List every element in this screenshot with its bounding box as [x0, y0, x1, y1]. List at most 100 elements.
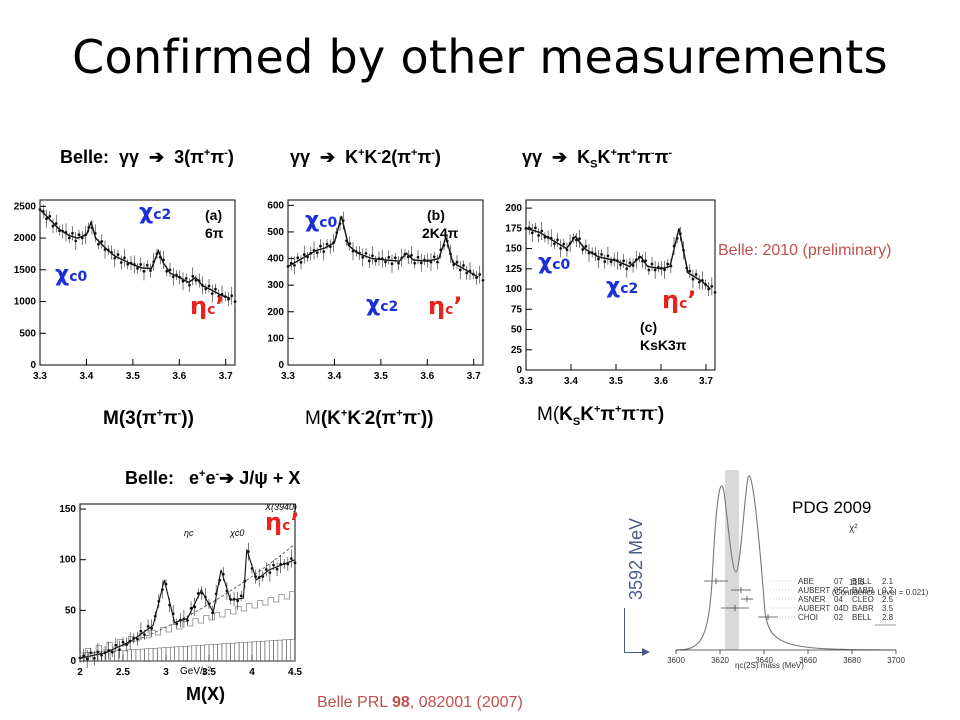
data-point — [609, 260, 613, 264]
pdg-cell: BELL — [852, 577, 872, 586]
header-panel-c: γγ ➔ KSK+π+π-π- — [522, 147, 673, 171]
data-point — [584, 245, 588, 248]
data-point — [374, 259, 378, 263]
data-point — [282, 562, 286, 566]
data-point — [139, 629, 143, 633]
data-point — [442, 243, 446, 247]
data-point — [121, 640, 125, 644]
data-point — [552, 242, 556, 246]
data-point — [197, 279, 201, 283]
data-point — [161, 588, 164, 592]
data-point — [93, 231, 97, 235]
data-point — [390, 262, 394, 266]
data-point — [289, 261, 293, 265]
data-point — [155, 252, 159, 256]
x-tick-label: 3.3 — [33, 371, 47, 382]
x-tick-label: 2.5 — [116, 667, 130, 678]
data-point — [110, 650, 114, 654]
hatch-bin — [290, 639, 296, 662]
pdg-cell: AUBERT — [798, 586, 830, 595]
x-tick-label: 3.3 — [519, 376, 533, 387]
plot-d-chi: χc0 — [229, 528, 244, 538]
plot-d: 2 2.5 3 3.5 4 4.5 0 50 100 150 GeV/c² ηc χc0 X(39… — [59, 502, 302, 678]
pdg-tick-label: 3680 — [843, 656, 861, 665]
hatch-bin — [139, 648, 145, 662]
data-point — [625, 267, 629, 271]
pdg-cell: BELL — [852, 613, 872, 622]
data-point — [168, 268, 172, 272]
data-point — [562, 242, 566, 246]
data-point — [71, 231, 74, 235]
data-point — [146, 624, 150, 628]
data-point — [455, 260, 459, 264]
pdg-cell: 04D — [834, 604, 849, 613]
data-point — [188, 283, 191, 287]
hatch-bin — [182, 646, 188, 662]
y-tick-label: 2500 — [14, 201, 37, 212]
data-point — [540, 229, 544, 233]
label-b-chic0: χc0 — [305, 208, 338, 233]
data-point — [707, 287, 711, 291]
data-point — [384, 260, 387, 264]
x-tick-label: 3.5 — [202, 667, 216, 678]
y-tick-label: 0 — [70, 656, 76, 667]
data-point — [622, 259, 626, 263]
x-tick-label: 3.4 — [564, 376, 578, 387]
data-point — [416, 255, 420, 259]
data-point — [178, 275, 182, 279]
data-point — [193, 605, 197, 609]
data-point — [309, 251, 313, 255]
header-panel-a: Belle: γγ ➔ 3(π+π-) — [60, 147, 234, 167]
data-point — [710, 284, 714, 288]
hatch-bin — [225, 643, 231, 662]
data-point — [556, 238, 559, 242]
data-point — [669, 264, 673, 268]
pdg-cell: BABR — [852, 604, 874, 613]
pdg-tick-label: 3640 — [755, 656, 773, 665]
data-point — [38, 208, 42, 211]
x-tick-label: 3.6 — [172, 371, 186, 382]
data-point — [439, 248, 443, 252]
data-point — [186, 619, 189, 622]
data-point — [590, 251, 594, 255]
y-tick-label: 500 — [19, 328, 36, 339]
data-point — [593, 252, 597, 256]
y-tick-label: 25 — [511, 345, 523, 356]
data-point — [322, 250, 326, 253]
data-point — [279, 562, 283, 566]
pdg-xlabel: ηc(2S) mass (MeV) — [735, 661, 804, 670]
hatch-bin — [243, 642, 248, 662]
data-point — [302, 253, 306, 256]
data-point — [328, 245, 332, 249]
data-point — [220, 292, 224, 296]
data-point — [223, 295, 227, 298]
note-belle-2010: Belle: 2010 (preliminary) — [718, 242, 892, 259]
data-point — [524, 226, 528, 230]
data-point — [145, 263, 149, 267]
x-tick-label: 4.5 — [288, 667, 302, 678]
data-point — [58, 229, 61, 233]
data-point — [210, 292, 214, 296]
data-point — [400, 256, 404, 260]
pdg-chi2: χ² — [849, 523, 858, 534]
data-point — [204, 287, 208, 291]
plot-c-errors — [524, 220, 717, 298]
hatch-bin — [286, 639, 291, 662]
data-point — [114, 643, 118, 647]
data-point — [410, 253, 413, 257]
y-tick-label: 500 — [267, 227, 284, 238]
data-point — [462, 264, 465, 267]
data-point — [207, 602, 211, 606]
data-point — [697, 280, 701, 284]
data-point — [164, 582, 168, 586]
data-point — [319, 244, 322, 248]
hatch-bin — [148, 648, 154, 662]
data-point — [182, 617, 186, 621]
data-point — [51, 224, 55, 228]
data-point — [650, 262, 654, 266]
data-point — [126, 262, 130, 266]
data-point — [116, 253, 120, 256]
data-point — [312, 248, 316, 252]
data-point — [84, 233, 87, 237]
pdg-cell: 2.8 — [882, 613, 894, 622]
